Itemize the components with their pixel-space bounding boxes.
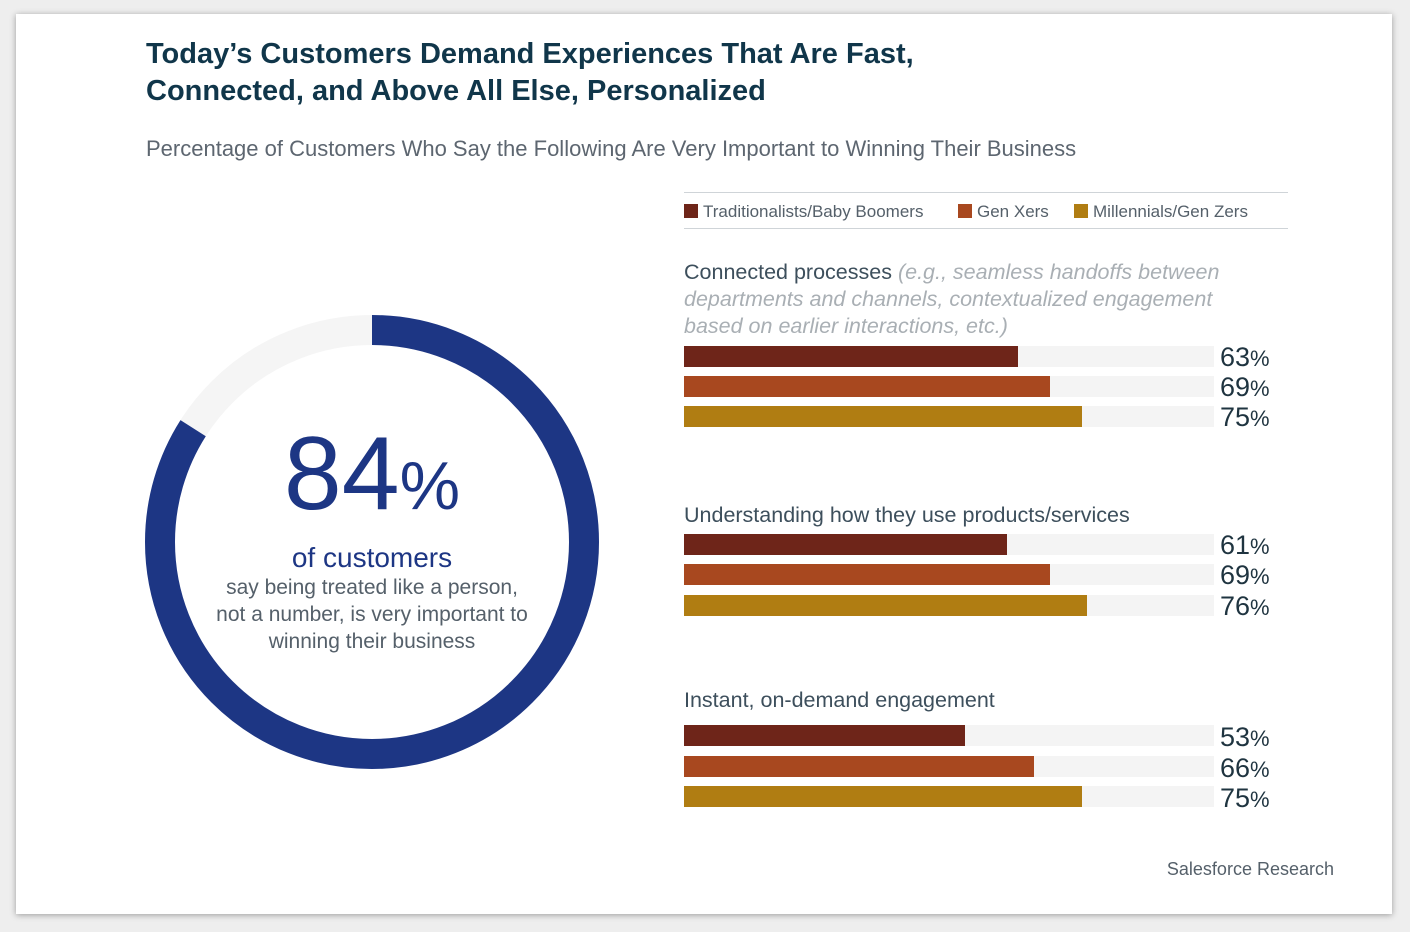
group-label-instant-engagement: Instant, on-demand engagement [684,687,1244,714]
source-credit: Salesforce Research [1166,859,1334,879]
value-percent-sign: % [1250,534,1270,559]
group-label-understanding-usage: Understanding how they use products/serv… [684,502,1244,529]
highlight-percent-sign: % [399,448,461,524]
group-note: (e.g., seamless handoffs between departm… [684,260,1220,338]
group-title: Connected processes [684,260,892,284]
value-label: 69% [1220,374,1286,402]
infographic-card: Today’s Customers Demand Experiences Tha… [16,14,1392,914]
bar-track [684,564,1214,585]
bar-connected-genx [684,376,1050,397]
legend: Traditionalists/Baby Boomers Gen Xers Mi… [684,192,1288,229]
value-label: 75% [1220,785,1286,813]
value-percent-sign: % [1250,376,1270,401]
highlight-number: 84 [283,416,400,532]
value-number: 66 [1220,753,1251,783]
value-number: 61 [1220,530,1251,560]
legend-swatch-genx [958,204,972,218]
value-label: 69% [1220,562,1286,590]
value-number: 53 [1220,722,1251,752]
bar-track [684,406,1214,427]
legend-swatch-boomers [684,204,698,218]
bar-track [684,346,1214,367]
value-percent-sign: % [1250,787,1270,812]
value-number: 69 [1220,560,1251,590]
bar-connected-boomers [684,346,1018,367]
legend-item-genx: Gen Xers [958,202,1049,222]
legend-label-genx: Gen Xers [977,202,1049,221]
bar-track [684,756,1214,777]
bar-understanding-millennials [684,595,1087,616]
group-title: Instant, on-demand engagement [684,688,995,712]
group-label-connected-processes: Connected processes (e.g., seamless hand… [684,259,1244,340]
bar-understanding-boomers [684,534,1008,555]
value-number: 75 [1220,783,1251,813]
value-percent-sign: % [1250,564,1270,589]
legend-label-boomers: Traditionalists/Baby Boomers [703,202,924,221]
bar-track [684,376,1214,397]
group-title: Understanding how they use products/serv… [684,503,1130,527]
value-percent-sign: % [1250,595,1270,620]
bar-track [684,534,1214,555]
page-title: Today’s Customers Demand Experiences Tha… [146,36,1046,110]
title-line-2: Connected, and Above All Else, Personali… [146,75,766,107]
highlight-value: 84% [172,419,572,541]
value-label: 63% [1220,344,1286,372]
value-percent-sign: % [1250,406,1270,431]
legend-item-millennials: Millennials/Gen Zers [1074,202,1248,222]
chart-subtitle: Percentage of Customers Who Say the Foll… [146,136,1077,161]
value-percent-sign: % [1250,757,1270,782]
bar-track [684,786,1214,807]
donut-ring [145,315,599,769]
bar-understanding-genx [684,564,1050,585]
value-label: 53% [1220,724,1286,752]
value-number: 63 [1220,342,1251,372]
legend-item-boomers: Traditionalists/Baby Boomers [684,202,923,222]
value-number: 76 [1220,591,1251,621]
value-label: 66% [1220,755,1286,783]
value-percent-sign: % [1250,346,1270,371]
bar-instant-millennials [684,786,1082,807]
value-number: 75 [1220,402,1251,432]
legend-swatch-millennials [1074,204,1088,218]
value-number: 69 [1220,372,1251,402]
donut-chart [145,315,599,769]
title-line-1: Today’s Customers Demand Experiences Tha… [146,38,914,70]
highlight-lead: of customers [291,542,453,573]
value-label: 75% [1220,404,1286,432]
highlight-description: say being treated like a person, not a n… [216,576,528,653]
bar-track [684,595,1214,616]
bar-track [684,725,1214,746]
value-percent-sign: % [1250,726,1270,751]
legend-label-millennials: Millennials/Gen Zers [1093,202,1248,221]
bar-instant-boomers [684,725,965,746]
value-label: 61% [1220,532,1286,560]
bar-connected-millennials [684,406,1082,427]
bar-instant-genx [684,756,1034,777]
value-label: 76% [1220,593,1286,621]
